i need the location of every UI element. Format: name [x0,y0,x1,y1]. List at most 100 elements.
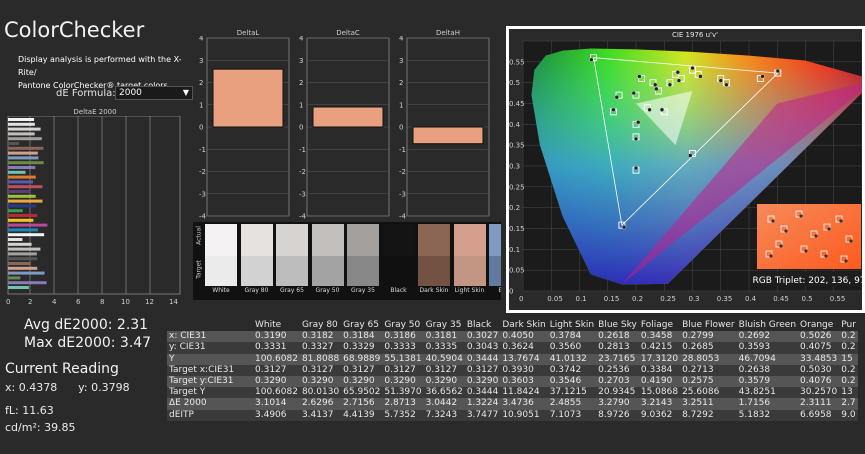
measured-marker [724,82,729,87]
swatch-light-skin[interactable]: Light Skin [453,224,486,298]
column-header: Pur [839,320,858,332]
deltae-bar [8,276,21,280]
table-cell: 37.1215 [547,387,597,399]
table-cell: 0.3043 [464,342,501,354]
table-cell: 2.3111 [798,398,840,410]
table-row: Y 100.6082 81.8088 68.9889 55.1381 40.5904 0.3… [167,353,858,365]
swatch-gray-35[interactable]: Gray 35 [347,224,379,298]
measured-marker [621,225,627,230]
delta-tick: -1 [199,146,206,154]
table-row: Target y:CIE31 0.3290 0.3290 0.3290 0.3290 0.… [167,375,858,388]
table-cell: 20.9345 [596,387,639,399]
inset-target [810,230,818,238]
swatch-actual [418,224,450,256]
table-cell: 0.2692 [736,331,799,343]
delta-tick: 3 [299,57,303,65]
delta-tick: 4 [299,36,304,43]
swatch-target [382,256,415,286]
column-header: Gray 35 [423,320,465,332]
rgb-triplet-preview [757,204,861,269]
table-cell: 1.7156 [736,398,799,410]
deltae-bar [8,156,39,160]
table-cell: 2.8713 [382,398,424,410]
cie-x-tick: 0.25 [660,295,676,303]
svg-text:4: 4 [52,298,57,306]
delta-tick: -4 [399,213,407,221]
deltae-bar [8,286,29,289]
swatch-white[interactable]: White [205,224,237,298]
deltal-title: DeltaL [236,29,260,37]
table-cell: 0.3329 [341,342,383,354]
chevron-down-icon: ▼ [182,88,189,97]
table-cell: 0.3127 [382,364,424,376]
table-cell: 0.3458 [638,331,681,343]
delta-tick: 4 [199,36,204,43]
deltah-title: DeltaH [436,29,460,37]
table-row: Target x:CIE31 0.3127 0.3127 0.3127 0.3127 0.… [167,364,858,376]
swatch-dark-skin[interactable]: Dark Skin [418,224,450,298]
table-cell: 0.4075 [798,342,840,354]
table-cell: 0.3186 [382,331,424,343]
measured-marker [633,165,639,171]
table-cell: 0.3327 [299,342,342,354]
cie-x-tick: 0.3 [689,295,700,303]
table-cell: 17.3120 [638,353,681,365]
table-cell: 2.7 [839,398,858,410]
deltae-bar [8,214,38,217]
cie-x-tick: 0.35 [717,295,733,303]
deltae-bar [8,170,26,174]
swatch-black[interactable]: Black [382,224,415,298]
table-cell: 9.0 [839,409,858,421]
table-row: ΔE 2000 3.1014 2.6296 2.7156 2.8713 3.0442 1.3… [167,398,858,410]
deltae-bar [8,127,41,131]
swatch-gray-65[interactable]: Gray 65 [276,224,308,298]
svg-text:14: 14 [169,298,178,306]
delta-tick: 3 [199,57,203,65]
measured-marker [637,74,642,79]
swatch-gray-50[interactable]: Gray 50 [311,224,344,298]
deltae-bar [8,185,43,189]
table-cell: 0.3930 [500,364,548,376]
delta-tick: -3 [299,190,306,198]
table-cell: 0.3784 [547,331,597,343]
measured-marker [652,82,658,87]
deltae-bar [8,238,23,241]
table-cell: 0.3290 [464,375,501,388]
table-cell: 0.2536 [596,364,639,376]
table-cell: 100.6082 [253,353,300,365]
table-cell: 65.9502 [341,387,383,399]
cie-y-tick: 0.2 [509,204,520,212]
delta-tick: 4 [399,36,404,43]
table-cell: 11.8424 [500,387,548,399]
table-cell: 3.7477 [464,409,501,421]
delta-tick: -2 [399,168,406,176]
data-table: White Gray 80 Gray 65 Gray 50 Gray 35 Black Da… [167,320,865,446]
swatch-gray-80[interactable]: Gray 80 [240,224,273,298]
deltae-bar [8,228,38,232]
swatch-label: Dark Skin [419,287,449,294]
table-cell: 28.8053 [680,353,737,365]
table-cell: 0.3290 [299,375,342,388]
inset-target [820,250,828,258]
app-title: ColorChecker [4,18,145,42]
delta-tick: 2 [399,79,403,87]
table-cell: 4.4139 [341,409,383,421]
cie-y-tick: 0 [509,288,513,296]
column-header: Dark Skin [500,320,548,332]
delta-tick: -1 [299,146,306,154]
deltae-bar [8,175,36,179]
inset-measured [824,254,828,258]
column-header: White [253,320,300,332]
delta-tick: -4 [299,213,307,221]
swatch-label: White [212,287,230,294]
table-cell: 0.2 [839,375,858,388]
table-cell: 7.3243 [423,409,465,421]
deltae-bar [8,262,31,265]
table-cell: 0.2618 [596,331,639,343]
current-reading-title: Current Reading [5,361,119,377]
swatch-target [418,256,450,286]
swatch-blue[interactable]: Blue [489,224,501,298]
table-cell: 0.2 [839,364,858,376]
deltae-bar [8,146,44,150]
formula-select[interactable]: 2000 ▼ [115,86,193,100]
